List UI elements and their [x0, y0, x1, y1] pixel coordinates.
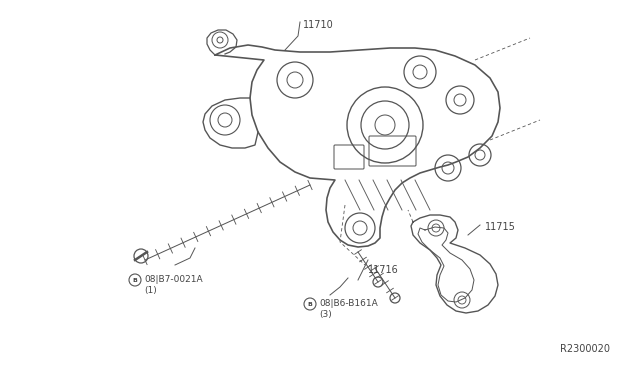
Text: B: B	[308, 301, 312, 307]
Text: (3): (3)	[319, 310, 332, 318]
Text: 11716: 11716	[368, 265, 399, 275]
Text: R2300020: R2300020	[560, 344, 610, 354]
Text: 11710: 11710	[303, 20, 333, 30]
Text: 08|B7-0021A: 08|B7-0021A	[144, 276, 203, 285]
Circle shape	[134, 249, 148, 263]
Text: 08|B6-B161A: 08|B6-B161A	[319, 299, 378, 308]
Text: (1): (1)	[144, 285, 157, 295]
Text: B: B	[132, 278, 138, 282]
Text: 11715: 11715	[485, 222, 516, 232]
